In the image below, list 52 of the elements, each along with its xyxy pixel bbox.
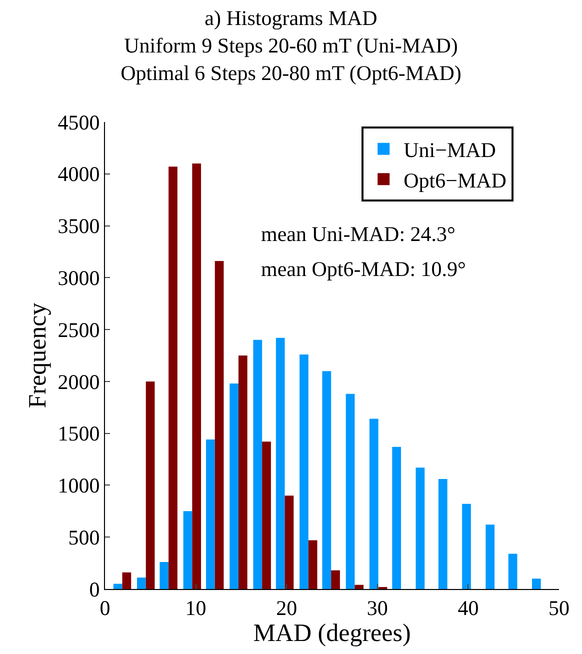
bar [137, 578, 146, 589]
bar [486, 524, 495, 589]
y-tick-label: 4500 [58, 110, 100, 134]
x-tick-label: 40 [458, 596, 479, 620]
bar [331, 570, 340, 589]
y-tick-label: 4000 [58, 162, 100, 186]
bar [168, 166, 178, 589]
y-tick-label: 1000 [58, 474, 100, 498]
bar [392, 446, 402, 589]
bar [276, 338, 285, 589]
bar [206, 440, 215, 589]
bar [322, 371, 332, 589]
y-axis-title: Frequency [24, 302, 52, 408]
x-tick-label: 30 [366, 596, 388, 620]
bar [532, 578, 541, 589]
bar [253, 340, 262, 589]
y-tick-label: 0 [89, 577, 100, 602]
y-tick-label: 2000 [58, 370, 100, 394]
bar [113, 584, 122, 589]
bar [214, 261, 224, 589]
bar [369, 418, 378, 589]
bar [416, 468, 425, 589]
chart-title: a) Histograms MAD Uniform 9 Steps 20-60 mT (Uni-MAD) Optimal 6 Steps 20-80 mT (Opt6-MAD) [120, 6, 462, 85]
y-tick-label: 3500 [58, 214, 100, 238]
bar [238, 356, 248, 589]
bar [262, 442, 271, 589]
bar [230, 384, 238, 589]
legend-label: Opt6−MAD [404, 168, 506, 192]
bar [346, 394, 355, 589]
bar [438, 479, 448, 589]
bar [146, 381, 155, 589]
y-tick-label: 3000 [58, 266, 100, 290]
x-axis-title: MAD (degrees) [253, 620, 411, 648]
bar [354, 584, 364, 589]
bar [308, 540, 318, 589]
bar [300, 354, 308, 589]
annotation: mean Opt6-MAD: 10.9° [261, 257, 466, 281]
x-tick-label: 10 [185, 596, 206, 620]
annotation: mean Uni-MAD: 24.3° [261, 222, 456, 246]
legend-label: Uni−MAD [404, 138, 496, 162]
bar [192, 164, 202, 589]
y-tick-label: 2500 [58, 318, 100, 342]
y-tick-label: 1500 [58, 422, 100, 446]
x-tick-label: 50 [548, 596, 570, 620]
bar [160, 562, 169, 589]
y-tick-label: 500 [68, 525, 100, 550]
bar [462, 504, 471, 589]
bar [508, 554, 518, 589]
bar [183, 511, 192, 589]
bar [122, 572, 132, 589]
bar [284, 496, 294, 589]
x-tick-label: 20 [276, 596, 298, 620]
